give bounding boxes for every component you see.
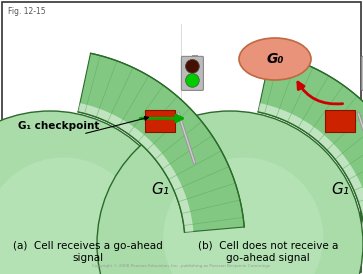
Text: (a)  Cell receives a go-ahead: (a) Cell receives a go-ahead xyxy=(13,241,163,251)
Polygon shape xyxy=(258,103,363,232)
Circle shape xyxy=(186,74,199,87)
Polygon shape xyxy=(258,53,363,232)
Text: G₁: G₁ xyxy=(151,181,169,196)
FancyBboxPatch shape xyxy=(362,56,363,90)
FancyBboxPatch shape xyxy=(146,110,175,132)
Circle shape xyxy=(186,60,199,73)
Text: Fig. 12-15: Fig. 12-15 xyxy=(8,7,46,16)
FancyBboxPatch shape xyxy=(325,110,355,132)
Text: Copyright © 2008 Pearson Education, Inc., publishing as Pearson Benjamin Cumming: Copyright © 2008 Pearson Education, Inc.… xyxy=(92,264,270,268)
Text: signal: signal xyxy=(73,253,103,263)
Text: G₀: G₀ xyxy=(266,52,284,66)
Text: go-ahead signal: go-ahead signal xyxy=(226,253,310,263)
FancyBboxPatch shape xyxy=(182,56,203,90)
Circle shape xyxy=(0,111,183,274)
Polygon shape xyxy=(78,103,193,232)
FancyBboxPatch shape xyxy=(192,55,199,92)
Polygon shape xyxy=(78,53,244,232)
Circle shape xyxy=(97,111,363,274)
Circle shape xyxy=(0,158,143,274)
Text: G₁: G₁ xyxy=(331,181,349,196)
Circle shape xyxy=(163,158,323,274)
Text: G₁ checkpoint: G₁ checkpoint xyxy=(18,121,99,131)
Ellipse shape xyxy=(239,38,311,80)
Text: (b)  Cell does not receive a: (b) Cell does not receive a xyxy=(198,241,338,251)
